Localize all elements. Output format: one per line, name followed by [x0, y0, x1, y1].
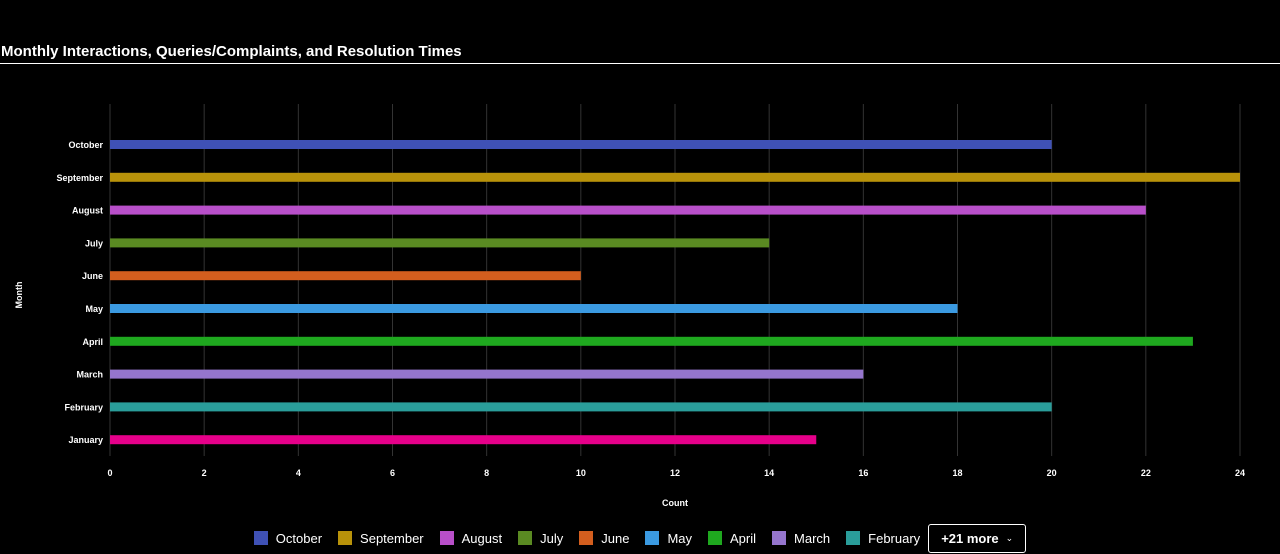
legend-swatch — [253, 531, 268, 545]
x-tick-label: 18 — [952, 468, 962, 478]
y-axis-title: Month — [14, 282, 24, 309]
y-tick-label: March — [76, 370, 103, 380]
x-tick-label: 24 — [1235, 468, 1245, 478]
legend-item-may[interactable]: May — [645, 531, 692, 546]
legend-label: April — [730, 530, 757, 546]
legend-label: June — [601, 530, 630, 546]
legend-swatch — [772, 531, 787, 545]
x-tick-label: 2 — [202, 468, 207, 478]
y-tick-label: October — [68, 140, 103, 150]
y-tick-label: January — [68, 435, 103, 445]
legend-swatch — [338, 531, 353, 545]
legend-label: July — [540, 530, 564, 546]
x-axis-title: Count — [662, 498, 688, 508]
bar-may — [110, 304, 958, 313]
chevron-down-icon: ⌄ — [1005, 532, 1014, 543]
legend-item-june[interactable]: June — [579, 531, 629, 546]
legend-item-april[interactable]: April — [708, 531, 756, 546]
bar-august — [110, 205, 1146, 215]
x-tick-label: 0 — [107, 468, 112, 478]
legend-more-button[interactable]: +21 more ⌄ — [928, 523, 1027, 553]
y-tick-label: April — [82, 337, 103, 347]
legend-label: October — [275, 530, 323, 546]
legend-swatch — [518, 531, 533, 545]
legend-swatch — [708, 531, 723, 545]
bar-july — [110, 238, 770, 248]
bar-october — [110, 140, 1052, 149]
x-tick-label: 6 — [390, 468, 395, 478]
x-tick-label: 4 — [296, 468, 301, 478]
legend-item-july[interactable]: July — [518, 531, 563, 546]
legend-swatch — [439, 531, 454, 545]
y-tick-label: May — [85, 304, 103, 314]
bar-april — [110, 336, 1193, 346]
y-tick-label: February — [64, 402, 103, 412]
legend-swatch — [579, 531, 594, 545]
x-tick-label: 10 — [576, 468, 586, 478]
legend-item-february[interactable]: February — [846, 531, 920, 546]
legend-item-october[interactable]: October — [253, 530, 323, 546]
bar-september — [110, 172, 1240, 182]
bar-february — [110, 402, 1052, 412]
legend-item-march[interactable]: March — [772, 531, 830, 546]
chart-legend: October September August July June May April Ma… — [0, 522, 1280, 554]
chart-title: Monthly Interactions, Queries/Complaints… — [1, 43, 462, 60]
bar-january — [110, 435, 817, 445]
y-tick-label: June — [82, 271, 103, 281]
legend-label: February — [868, 530, 921, 546]
y-tick-label: September — [56, 173, 103, 183]
x-tick-label: 12 — [670, 468, 680, 478]
title-bar: Monthly Interactions, Queries/Complaints… — [0, 43, 1280, 64]
legend-swatch — [846, 531, 861, 545]
legend-label: September — [360, 530, 424, 546]
legend-item-september[interactable]: September — [338, 531, 424, 546]
legend-swatch — [645, 531, 660, 545]
x-tick-label: 8 — [484, 468, 489, 478]
x-tick-label: 14 — [764, 468, 774, 478]
legend-label: May — [667, 530, 693, 546]
x-tick-label: 16 — [858, 468, 868, 478]
bar-june — [110, 271, 581, 281]
legend-item-august[interactable]: August — [439, 530, 503, 546]
y-tick-label: August — [72, 206, 103, 216]
bar-chart: 0 2 4 6 8 10 12 14 16 18 20 22 24OctoberSeptemberAug… — [14, 104, 1245, 508]
legend-label: August — [461, 530, 503, 546]
legend-more-label: +21 more — [941, 530, 999, 546]
y-tick-label: July — [85, 238, 103, 248]
bar-march — [110, 369, 864, 379]
legend-label: March — [794, 530, 831, 546]
x-tick-label: 22 — [1141, 468, 1151, 478]
x-tick-label: 20 — [1047, 468, 1057, 478]
